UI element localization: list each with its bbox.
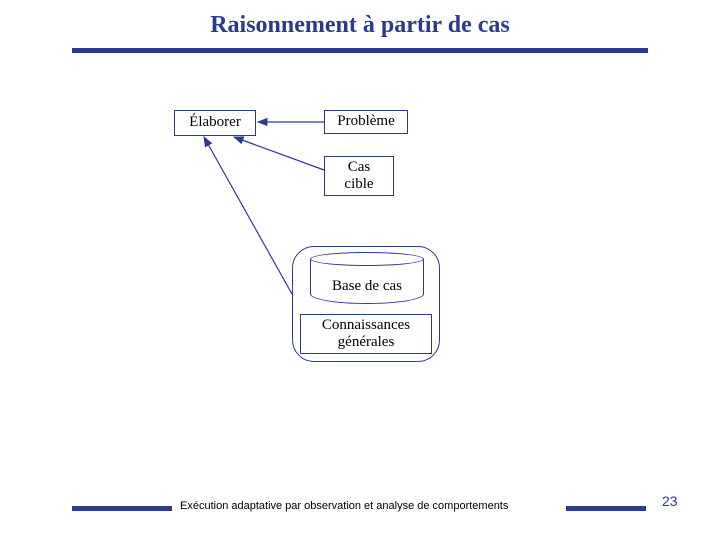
title-underline [72,48,648,53]
arrow [234,137,324,170]
database-top-ellipse [310,252,424,266]
node-cas-cible: Cas cible [324,156,394,196]
footer-text: Exécution adaptative par observation et … [180,500,508,512]
footer-bar-right [566,506,646,511]
database-label: Base de cas [310,278,424,295]
arrow [204,137,292,294]
slide-title: Raisonnement à partir de cas [0,12,720,39]
page-number: 23 [662,493,678,509]
database-cylinder: Base de cas [310,252,424,304]
node-elaborer: Élaborer [174,110,256,136]
footer-bar-left [72,506,172,511]
node-probleme: Problème [324,110,408,134]
node-connaissances: Connaissances générales [300,314,432,354]
